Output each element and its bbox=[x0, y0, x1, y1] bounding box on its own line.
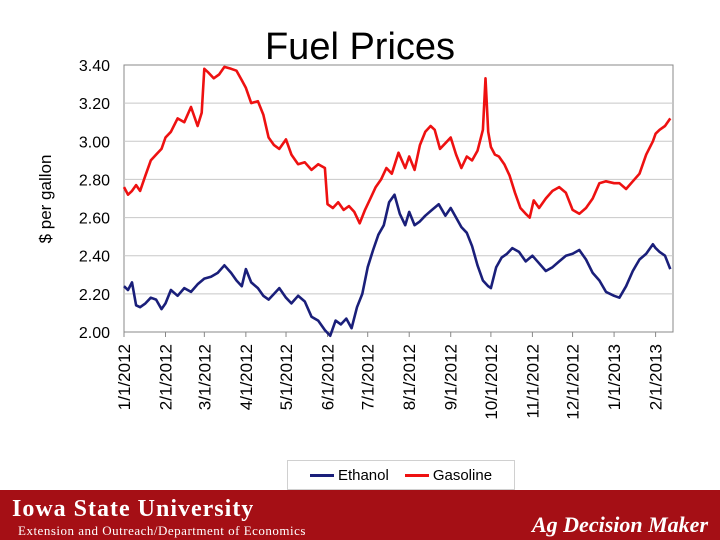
legend-label-gasoline: Gasoline bbox=[432, 466, 493, 484]
x-tick-label: 11/1/2012 bbox=[523, 344, 542, 418]
plot-area bbox=[123, 64, 674, 333]
ethanol-line bbox=[123, 193, 672, 338]
x-tick-label: 7/1/2012 bbox=[359, 344, 378, 410]
series-lines bbox=[122, 65, 672, 338]
legend-item-ethanol: Ethanol bbox=[309, 466, 389, 484]
y-axis-ticks: 3.40 3.20 3.00 2.80 2.60 2.40 2.20 2.00 bbox=[79, 58, 110, 342]
x-tick-label: 8/1/2012 bbox=[400, 344, 419, 410]
chart-title: Fuel Prices bbox=[264, 26, 456, 68]
x-tick-label: 12/1/2012 bbox=[564, 344, 583, 420]
y-tick-label: 2.60 bbox=[79, 211, 110, 228]
y-tick-label: 3.20 bbox=[79, 96, 110, 113]
footer-bar bbox=[0, 490, 720, 540]
y-axis-label: $ per gallon bbox=[36, 155, 55, 244]
legend-swatch-gasoline bbox=[404, 473, 429, 477]
x-tick-label: 9/1/2012 bbox=[442, 344, 461, 410]
footer-subtitle: Extension and Outreach/Department of Eco… bbox=[18, 523, 306, 538]
x-tick-label: 1/1/2013 bbox=[605, 344, 624, 410]
legend: Ethanol Gasoline bbox=[287, 460, 515, 490]
x-tick-label: 5/1/2012 bbox=[277, 344, 296, 410]
x-tick-label: 2/1/2012 bbox=[157, 344, 176, 410]
fuel-prices-chart: 3.40 3.20 3.00 2.80 2.60 2.40 2.20 2.00 1/1/201… bbox=[36, 58, 674, 420]
legend-label-ethanol: Ethanol bbox=[337, 466, 389, 484]
y-tick-label: 3.40 bbox=[79, 58, 110, 75]
y-tick-label: 2.40 bbox=[79, 249, 110, 266]
gasoline-line bbox=[122, 65, 672, 225]
x-tick-label: 3/1/2012 bbox=[195, 344, 214, 410]
legend-item-gasoline: Gasoline bbox=[404, 466, 493, 484]
y-tick-label: 2.20 bbox=[79, 287, 110, 304]
y-tick-label: 2.80 bbox=[79, 172, 110, 189]
ag-decision-maker-logo: Ag Decision Maker bbox=[532, 512, 708, 537]
gridlines bbox=[124, 102, 673, 295]
y-tick-label: 3.00 bbox=[79, 134, 110, 151]
x-tick-label: 2/1/2013 bbox=[647, 344, 666, 410]
university-logo: Iowa State University bbox=[12, 496, 255, 522]
x-tick-label: 10/1/2012 bbox=[482, 344, 501, 420]
x-tick-label: 4/1/2012 bbox=[237, 344, 256, 410]
legend-swatch-ethanol bbox=[309, 473, 334, 477]
x-tick-label: 1/1/2012 bbox=[115, 344, 134, 410]
x-axis-ticks: 1/1/2012 2/1/2012 3/1/2012 4/1/2012 5/1/2012… bbox=[115, 332, 666, 420]
y-tick-label: 2.00 bbox=[79, 325, 110, 342]
x-tick-label: 6/1/2012 bbox=[319, 344, 338, 410]
